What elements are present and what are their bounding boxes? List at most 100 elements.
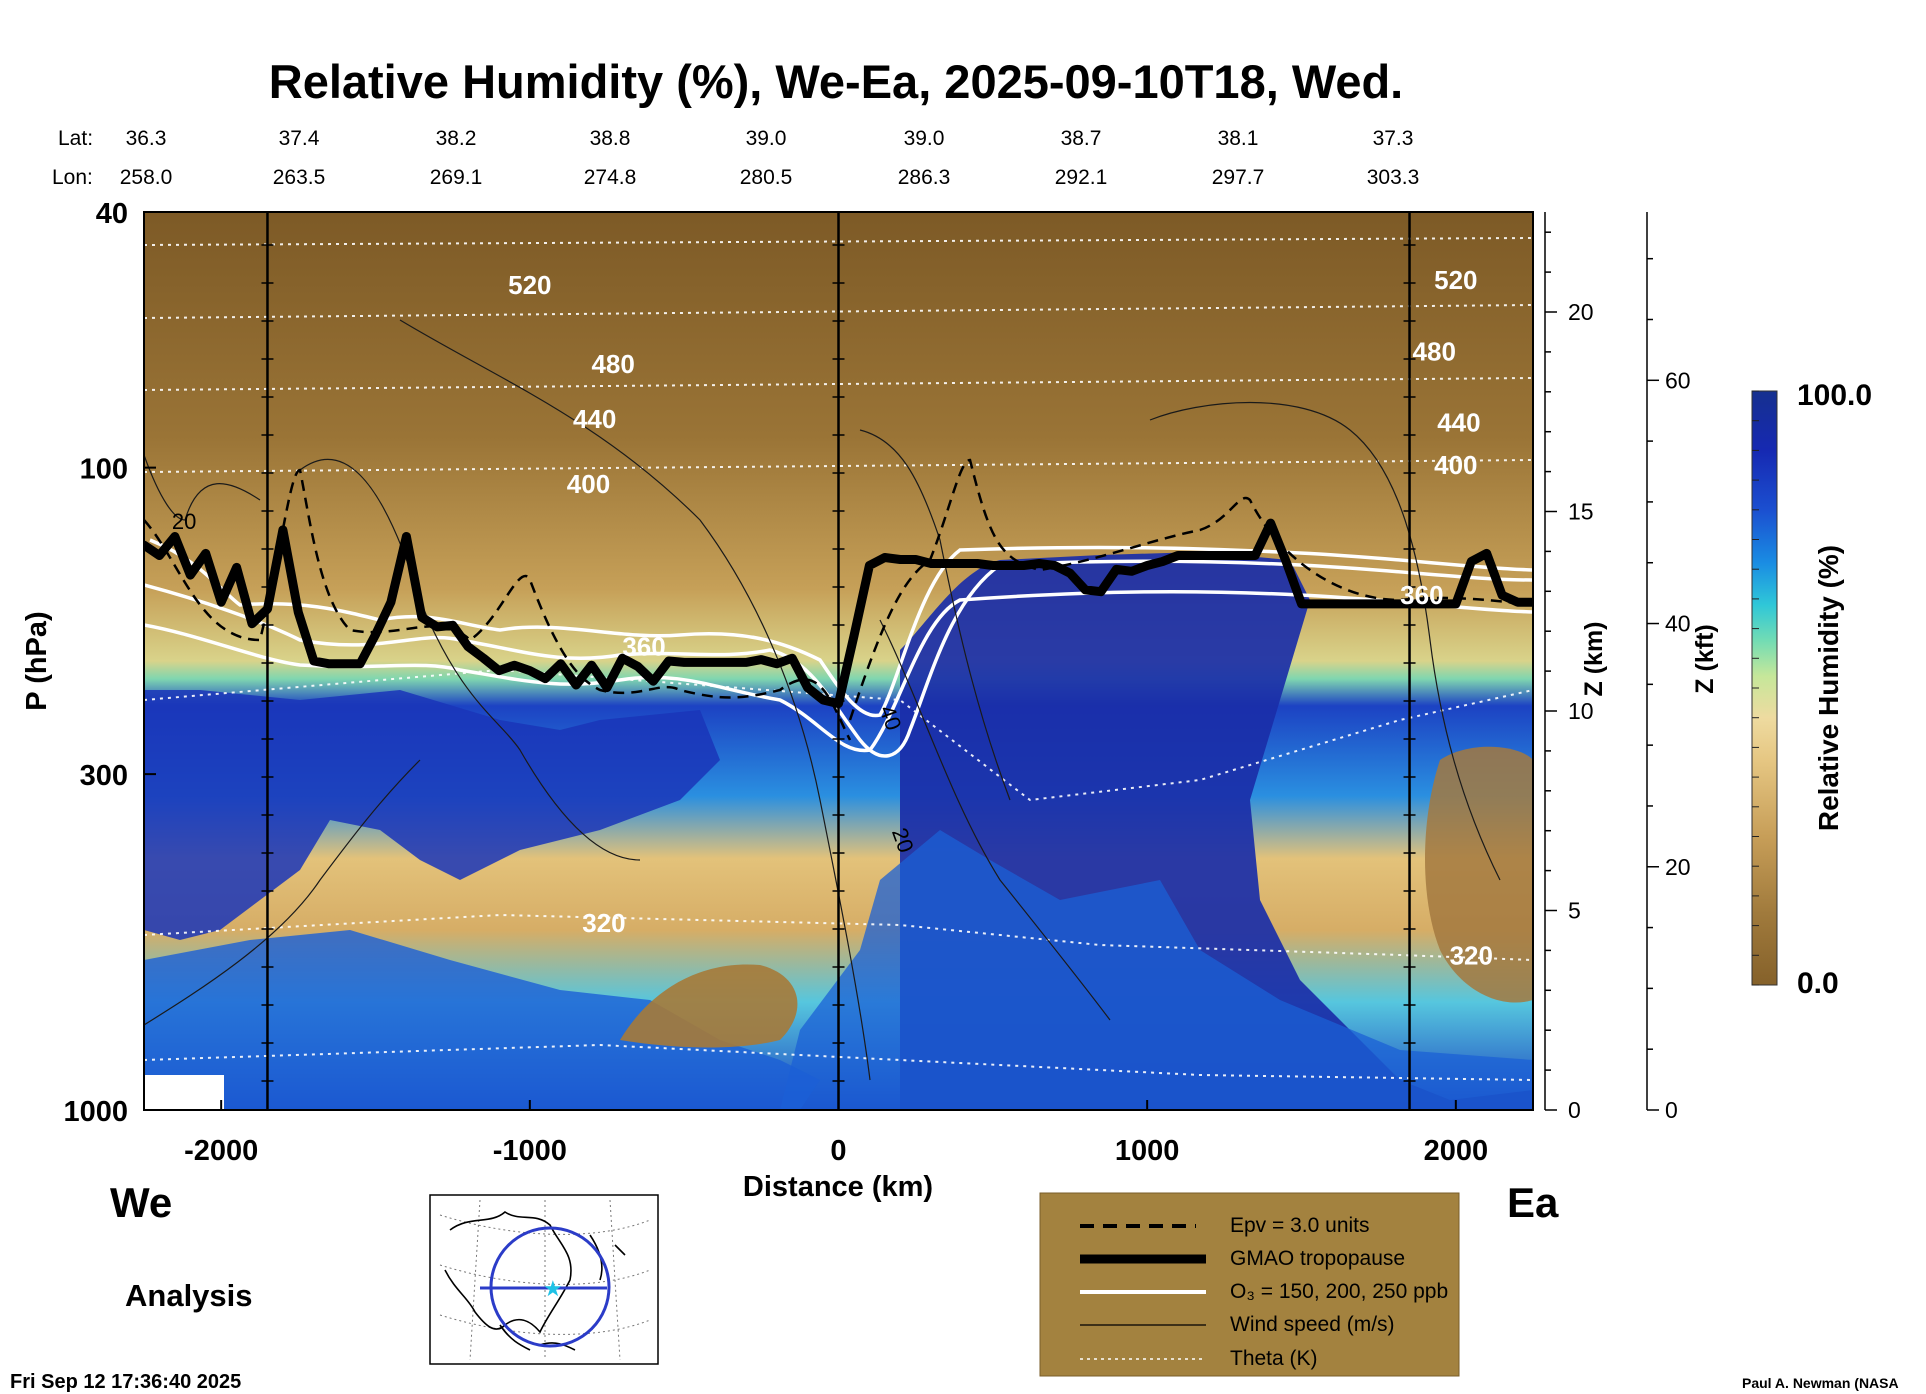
moist-region-east-lower: [780, 830, 1533, 1110]
theta-contour-label: 480: [591, 349, 634, 379]
rh-moist-regions: [144, 552, 1533, 1110]
ozone-contour-250: [149, 538, 1533, 718]
wind-contour-40: [879, 619, 1111, 1021]
z-kft-tick-label: 0: [1665, 1097, 1678, 1123]
y-tick-label: 100: [80, 454, 128, 486]
east-label: Ea: [1507, 1179, 1559, 1226]
x-tick-label: 2000: [1424, 1135, 1489, 1167]
y-tick-label: 1000: [63, 1096, 128, 1128]
lat-value: 36.3: [126, 127, 167, 150]
dry-pocket-east: [1425, 746, 1533, 1003]
theta-contour-label: 400: [1434, 450, 1477, 480]
legend: Epv = 3.0 units GMAO tropopause O₃ = 150…: [1039, 1192, 1460, 1377]
colorbar-title: Relative Humidity (%): [1813, 545, 1844, 831]
z-km-axis-label: Z (km): [1580, 622, 1608, 697]
chart-title: Relative Humidity (%), We-Ea, 2025-09-10…: [269, 55, 1404, 108]
west-label: We: [110, 1179, 172, 1226]
lon-value: 258.0: [120, 166, 173, 189]
theta-contour-320: [144, 913, 1533, 961]
lon-value: 303.3: [1367, 166, 1420, 189]
lon-value: 297.7: [1212, 166, 1265, 189]
x-axis: -2000 -1000 0 1000 2000: [184, 1100, 1488, 1167]
x-tick-label: 0: [830, 1135, 846, 1167]
wind-speed-contours: [144, 319, 1501, 1081]
z-kft-axis: 0 20 40 60: [1646, 212, 1691, 1123]
dry-pocket-west: [620, 964, 798, 1048]
theta-contour-label: 360: [622, 632, 665, 662]
theta-contour-label: 440: [573, 404, 616, 434]
theta-contour-label: 440: [1437, 407, 1480, 437]
z-km-tick-label: 15: [1568, 499, 1594, 525]
colorbar-max-label: 100.0: [1797, 379, 1872, 412]
lat-value: 38.2: [436, 127, 477, 150]
legend-label-theta: Theta (K): [1230, 1347, 1318, 1370]
moist-region-west: [144, 690, 720, 940]
wind-contour-west-low: [144, 759, 421, 1026]
lat-value: 37.3: [1373, 127, 1414, 150]
wind-contour-east: [1149, 401, 1501, 881]
surface-missing: [144, 1075, 224, 1110]
y-tick-label: 40: [96, 198, 128, 230]
y-axis-label: P (hPa): [21, 611, 53, 710]
lat-value: 38.8: [590, 127, 631, 150]
timestamp: Fri Sep 12 17:36:40 2025: [10, 1371, 241, 1393]
legend-box: [1039, 1192, 1460, 1377]
theta-contour-label: 480: [1413, 337, 1456, 367]
colorbar-ticks: [1752, 390, 1759, 986]
inset-map-center-star-icon: ★: [543, 1277, 563, 1302]
z-km-tick-label: 5: [1568, 898, 1581, 924]
lat-label: Lat:: [58, 127, 93, 150]
theta-contours: [144, 237, 1533, 1081]
theta-contour-label: 320: [1450, 941, 1493, 971]
colorbar-min-label: 0.0: [1797, 967, 1839, 1000]
lon-value: 269.1: [430, 166, 483, 189]
lat-value: 38.1: [1218, 127, 1259, 150]
z-km-tick-label: 20: [1568, 299, 1594, 325]
lat-value: 38.7: [1061, 127, 1102, 150]
theta-contour-360: [144, 668, 1533, 802]
legend-label-tropopause: GMAO tropopause: [1230, 1247, 1405, 1270]
z-kft-tick-label: 40: [1665, 611, 1691, 637]
lon-label: Lon:: [52, 166, 93, 189]
wind-contour-20-a: [144, 454, 261, 521]
wind-contour-20-b: [299, 458, 641, 861]
inset-map-frame: [429, 1194, 659, 1365]
legend-label-epv: Epv = 3.0 units: [1230, 1214, 1370, 1237]
legend-label-wind: Wind speed (m/s): [1230, 1313, 1395, 1336]
y-axis: 40 100 300 1000: [63, 198, 156, 1128]
theta-contour-label: 320: [582, 908, 625, 938]
lat-value: 39.0: [904, 127, 945, 150]
z-kft-tick-label: 20: [1665, 854, 1691, 880]
theta-contour-label: 520: [508, 270, 551, 300]
wind-contour-label: 20: [172, 509, 196, 534]
analysis-label: Analysis: [125, 1278, 253, 1313]
z-km-tick-label: 10: [1568, 698, 1594, 724]
wind-contour-20-c: [859, 429, 1011, 801]
x-tick-label: -2000: [184, 1135, 258, 1167]
inset-map: ★: [429, 1194, 659, 1365]
lat-value: 37.4: [279, 127, 320, 150]
legend-label-ozone: O₃ = 150, 200, 250 ppb: [1230, 1280, 1448, 1303]
inset-map-grid: [439, 1199, 651, 1361]
colorbar: 100.0 0.0 Relative Humidity (%): [1751, 379, 1872, 1000]
lat-lon-row: 36.3 37.4 38.2 38.8 39.0 39.0 38.7 38.1 37.3 258.…: [120, 127, 1420, 189]
x-tick-label: 1000: [1115, 1135, 1180, 1167]
wind-contour-jet: [399, 319, 871, 1081]
lat-value: 39.0: [746, 127, 787, 150]
lon-value: 280.5: [740, 166, 793, 189]
z-km-axis: 0 5 10 15 20: [1544, 212, 1594, 1123]
z-kft-tick-label: 60: [1665, 367, 1691, 393]
y-tick-label: 300: [80, 760, 128, 792]
x-tick-label: -1000: [493, 1135, 567, 1167]
lon-value: 292.1: [1055, 166, 1108, 189]
theta-contour-surface: [144, 1043, 1533, 1081]
lon-value: 263.5: [273, 166, 326, 189]
theta-contour-label: 360: [1400, 580, 1443, 610]
credit: Paul A. Newman (NASA: [1742, 1375, 1899, 1391]
lon-value: 274.8: [584, 166, 637, 189]
z-km-tick-label: 0: [1568, 1097, 1581, 1123]
lon-value: 286.3: [898, 166, 951, 189]
theta-contour-label: 400: [567, 469, 610, 499]
